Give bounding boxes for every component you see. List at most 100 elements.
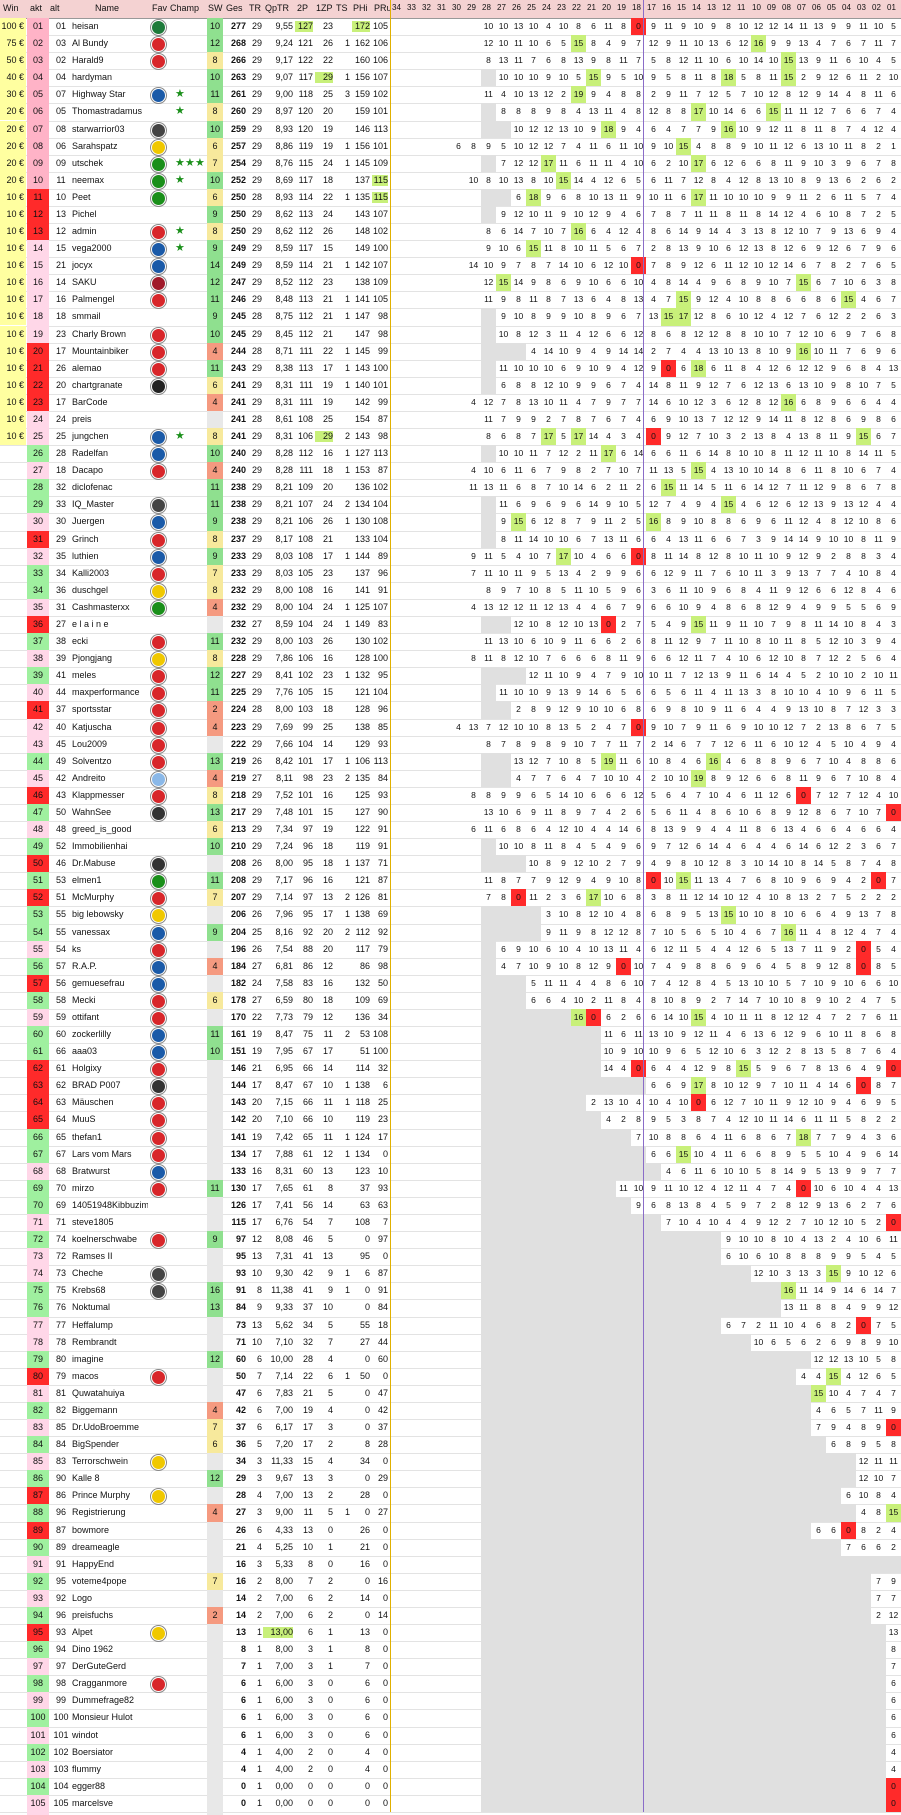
table-row[interactable]: 71 71 steve1805 115 17 6,76 54 7 108 7 7 10 4 10 4 4 9 12… (0, 1214, 901, 1232)
column-header[interactable]: Name (95, 3, 119, 13)
column-header[interactable]: Champ (170, 3, 199, 13)
table-row[interactable]: 10 €18 18 smmail 9 245 28 8,75 112 21 1 147 98 9 10 8 9… (0, 308, 901, 326)
table-row[interactable]: 84 84 BigSpender 6 36 5 7,20 17 2 8 28 6 8 9 5 8 (0, 1436, 901, 1454)
table-row[interactable]: 60 60 zockerlilly 11 161 19 8,47 75 11 2 53 108 11 6 1… (0, 1026, 901, 1044)
table-row[interactable]: 85 83 Terrorschwein 34 3 11,33 15 4 34 0 12 11 11 (0, 1453, 901, 1471)
table-row[interactable]: 66 65 thefan1 141 19 7,42 65 11 1 124 17 7 10 8 8 6 4 11 6… (0, 1129, 901, 1147)
table-row[interactable]: 41 37 sportsstar 2 224 28 8,00 103 18 128 96 2 8 9 12 9… (0, 701, 901, 719)
table-row[interactable]: 10 €13 12 admin ★ 8 250 29 8,62 112 26 148 102 8 6 14 7… (0, 223, 901, 241)
column-header[interactable]: 10 (752, 3, 761, 12)
column-header[interactable]: 21 (587, 3, 596, 12)
table-row[interactable]: 83 85 Dr.UdoBroemme 7 37 6 6,17 17 3 0 37 7 9 4 8 9 0 (0, 1419, 901, 1437)
table-row[interactable]: 38 39 Pjongjang 8 228 29 7,86 106 16 128 100 8 11 8 12… (0, 650, 901, 668)
table-row[interactable]: 59 59 ottifant 170 22 7,73 79 12 136 34 16 0 6 2 6 6 14 1… (0, 1009, 901, 1027)
column-header[interactable]: 23 (557, 3, 566, 12)
table-row[interactable]: 42 40 Katjuscha 4 223 29 7,69 99 25 138 85 4 13 7 12 10… (0, 719, 901, 737)
table-row[interactable]: 52 51 McMurphy 7 207 29 7,14 97 13 2 126 81 7 8 0 11 2 3 6… (0, 889, 901, 907)
table-row[interactable]: 50 €03 02 Harald9 8 266 29 9,17 122 22 160 106 8 13 1… (0, 52, 901, 70)
column-header[interactable]: 18 (632, 3, 641, 12)
table-row[interactable]: 20 €07 08 starwarrior03 10 259 29 8,93 120 19 146… (0, 121, 901, 139)
column-header[interactable]: 09 (767, 3, 776, 12)
table-row[interactable]: 75 €02 03 Al Bundy 12 268 29 9,24 121 26 1 162 106 1… (0, 35, 901, 53)
column-header[interactable]: 08 (782, 3, 791, 12)
table-row[interactable]: 40 €04 04 hardyman 10 263 29 9,07 117 29 1 156 107 1… (0, 69, 901, 87)
table-row[interactable]: 62 61 Holgixy 146 21 6,95 66 14 114 32 14 4 0 6 4 4 12 9 8… (0, 1060, 901, 1078)
column-header[interactable]: 31 (437, 3, 446, 12)
table-row[interactable]: 37 38 ecki 11 232 29 8,00 103 26 130 102 11 13 10 6 10 9… (0, 633, 901, 651)
column-header[interactable]: 01 (887, 3, 896, 12)
column-header[interactable]: 26 (512, 3, 521, 12)
column-header[interactable]: 17 (647, 3, 656, 12)
column-header[interactable]: 02 (872, 3, 881, 12)
table-row[interactable]: 20 €10 11 neemax ★ 10 252 29 8,69 117 18 137 115 10 8… (0, 172, 901, 190)
table-row[interactable]: 81 81 Quwatahuiya 47 6 7,83 21 5 0 47 15 10 4 7 4 7 (0, 1385, 901, 1403)
table-row[interactable]: 88 96 Registrierung 4 27 3 9,00 11 5 1 0 27 4 8 15 (0, 1504, 901, 1522)
table-row[interactable]: 10 €14 15 vega2000 ★ 9 249 29 8,59 117 15 149 100 9 1… (0, 240, 901, 258)
table-row[interactable]: 48 48 greed_is_good 6 213 29 7,34 97 19 122 91 6 11 6… (0, 821, 901, 839)
column-header[interactable]: SW (208, 3, 223, 13)
table-row[interactable]: 82 82 Biggemann 4 42 6 7,00 19 4 0 42 4 6 5 7 11 9 (0, 1402, 901, 1420)
table-row[interactable]: 104 104 egger88 0 1 0,00 0 0 0 0 0 (0, 1778, 901, 1796)
table-row[interactable]: 97 97 DerGuteGerd 7 1 7,00 3 1 7 0 7 (0, 1658, 901, 1676)
table-row[interactable]: 29 33 IQ_Master 11 238 29 8,21 107 24 2 134 104 11 6 9… (0, 496, 901, 514)
column-header[interactable]: 12 (722, 3, 731, 12)
table-row[interactable]: 49 52 Immobilienhai 10 210 29 7,24 96 18 119 91 10 1… (0, 838, 901, 856)
table-row[interactable]: 92 95 voteme4pope 7 16 2 8,00 7 2 0 16 7 9 (0, 1573, 901, 1591)
table-row[interactable]: 56 57 R.A.P. 4 184 27 6,81 86 12 86 98 4 7 10 9 10 8 12 9 0… (0, 958, 901, 976)
table-row[interactable]: 95 93 Alpet 13 1 13,00 6 1 13 0 13 (0, 1624, 901, 1642)
table-row[interactable]: 90 89 dreameagle 21 4 5,25 10 1 21 0 7 6 6 2 (0, 1539, 901, 1557)
column-header[interactable]: 07 (797, 3, 806, 12)
table-row[interactable]: 98 98 Cragganmore 6 1 6,00 3 0 6 0 6 (0, 1675, 901, 1693)
column-header[interactable]: 24 (542, 3, 551, 12)
table-row[interactable]: 102 102 Boersiator 4 1 4,00 2 0 4 0 4 (0, 1744, 901, 1762)
table-row[interactable]: 78 78 Rembrandt 71 10 7,10 32 7 27 44 10 6 5 6 2 6 9 8 9 10 (0, 1334, 901, 1352)
table-row[interactable]: 53 55 big lebowsky 206 26 7,96 95 17 1 138 69 3 10 8 1… (0, 906, 901, 924)
column-header[interactable]: 2P (297, 3, 308, 13)
table-row[interactable]: 76 76 Noktumal 13 84 9 9,33 37 10 0 84 13 11 8 8 4 9 9 12 (0, 1299, 901, 1317)
table-row[interactable]: 91 91 HappyEnd 16 3 5,33 8 0 16 0 (0, 1556, 901, 1574)
table-row[interactable]: 10 €23 17 BarCode 4 241 29 8,31 111 19 142 99 4 12 7 8… (0, 394, 901, 412)
table-row[interactable]: 20 €06 05 Thomastradamus ★ 8 260 29 8,97 120 20 15… (0, 103, 901, 121)
column-header[interactable]: TR (249, 3, 261, 13)
table-row[interactable]: 10 €15 21 jocyx 14 249 29 8,59 114 21 1 142 107 14 10… (0, 257, 901, 275)
table-row[interactable]: 103 103 flummy 4 1 4,00 2 0 4 0 4 (0, 1761, 901, 1779)
table-row[interactable]: 10 €25 25 jungchen ★ 8 241 29 8,31 106 29 2 143 98 8 6… (0, 428, 901, 446)
table-row[interactable]: 87 86 Prince Murphy 28 4 7,00 13 2 28 0 6 10 8 4 (0, 1487, 901, 1505)
table-row[interactable]: 10 €17 16 Palmengel 11 246 29 8,48 113 21 1 141 105… (0, 291, 901, 309)
column-header[interactable]: 33 (407, 3, 416, 12)
table-row[interactable]: 64 63 Mäuschen 143 20 7,15 66 11 1 118 25 2 13 10 4 10 4… (0, 1094, 901, 1112)
table-row[interactable]: 61 66 aaa03 10 151 19 7,95 67 17 51 100 10 9 10 10 9 6 5 1… (0, 1043, 901, 1061)
table-row[interactable]: 77 77 Heffalump 73 13 5,62 34 5 55 18 6 7 2 11 10 4 6 8 2 0… (0, 1317, 901, 1335)
table-row[interactable]: 73 72 Ramses II 95 13 7,31 41 13 95 0 6 10 6 10 8 8 8 9 9 5… (0, 1248, 901, 1266)
column-header[interactable]: QpTR (265, 3, 289, 13)
table-row[interactable]: 47 50 WahnSee 13 217 29 7,48 101 15 127 90 13 10 6 9 11… (0, 804, 901, 822)
table-row[interactable]: 74 73 Cheche 93 10 9,30 42 9 1 6 87 12 10 3 13 3 15 9 10 12… (0, 1265, 901, 1283)
column-header[interactable]: 04 (842, 3, 851, 12)
table-row[interactable]: 46 43 Klappmesser 8 218 29 7,52 101 16 125 93 8 8 9 9 6… (0, 787, 901, 805)
table-row[interactable]: 89 87 bowmore 26 6 4,33 13 0 26 0 6 6 0 8 2 4 (0, 1522, 901, 1540)
table-row[interactable]: 44 49 Solventzo 13 219 26 8,42 101 17 1 106 113 13 12… (0, 753, 901, 771)
table-row[interactable]: 86 90 Kalle 8 12 29 3 9,67 13 3 0 29 12 10 7 (0, 1470, 901, 1488)
table-row[interactable]: 96 94 Dino 1962 8 1 8,00 3 1 8 0 8 (0, 1641, 901, 1659)
column-header[interactable]: 1ZP (316, 3, 333, 13)
column-header[interactable]: 32 (422, 3, 431, 12)
table-row[interactable]: 10 €21 26 alemao 11 243 29 8,38 113 17 1 143 100 11 1… (0, 360, 901, 378)
table-row[interactable]: 32 35 luthien 9 233 29 8,03 108 17 1 144 89 9 11 5 4 10 7… (0, 548, 901, 566)
table-row[interactable]: 99 99 Dummefrage82 6 1 6,00 3 0 6 0 6 (0, 1692, 901, 1710)
column-header[interactable]: 03 (857, 3, 866, 12)
column-header[interactable]: 06 (812, 3, 821, 12)
table-row[interactable]: 30 €05 07 Highway Star ★ 11 261 29 9,00 118 25 3 15… (0, 86, 901, 104)
table-row[interactable]: 72 74 koelnerschwabe 9 97 12 8,08 46 5 0 97 9 10 10 8 1… (0, 1231, 901, 1249)
table-row[interactable]: 10 €20 17 Mountainbiker 4 244 28 8,71 111 22 1 145… (0, 343, 901, 361)
column-header[interactable]: Fav (152, 3, 167, 13)
table-row[interactable]: 10 €19 23 Charly Brown 10 245 29 8,45 112 21 147 9… (0, 326, 901, 344)
table-row[interactable]: 100 100 Monsieur Hulot 6 1 6,00 3 0 6 0 6 (0, 1709, 901, 1727)
table-row[interactable]: 10 €16 14 SAKU 12 247 29 8,52 112 23 138 109 12 15 14… (0, 274, 901, 292)
column-header[interactable]: Ges (226, 3, 243, 13)
table-row[interactable]: 10 €24 24 preis 241 28 8,61 108 25 154 87 11 7 9 9 2 7 8… (0, 411, 901, 429)
table-row[interactable]: 40 44 maxperformance 11 225 29 7,76 105 15 121 104… (0, 684, 901, 702)
table-row[interactable]: 35 31 Cashmasterxx 4 232 29 8,00 104 24 1 125 107 4 1… (0, 599, 901, 617)
column-header[interactable]: PRu (374, 3, 392, 13)
column-header[interactable]: alt (50, 3, 60, 13)
column-header[interactable]: TS (336, 3, 348, 13)
